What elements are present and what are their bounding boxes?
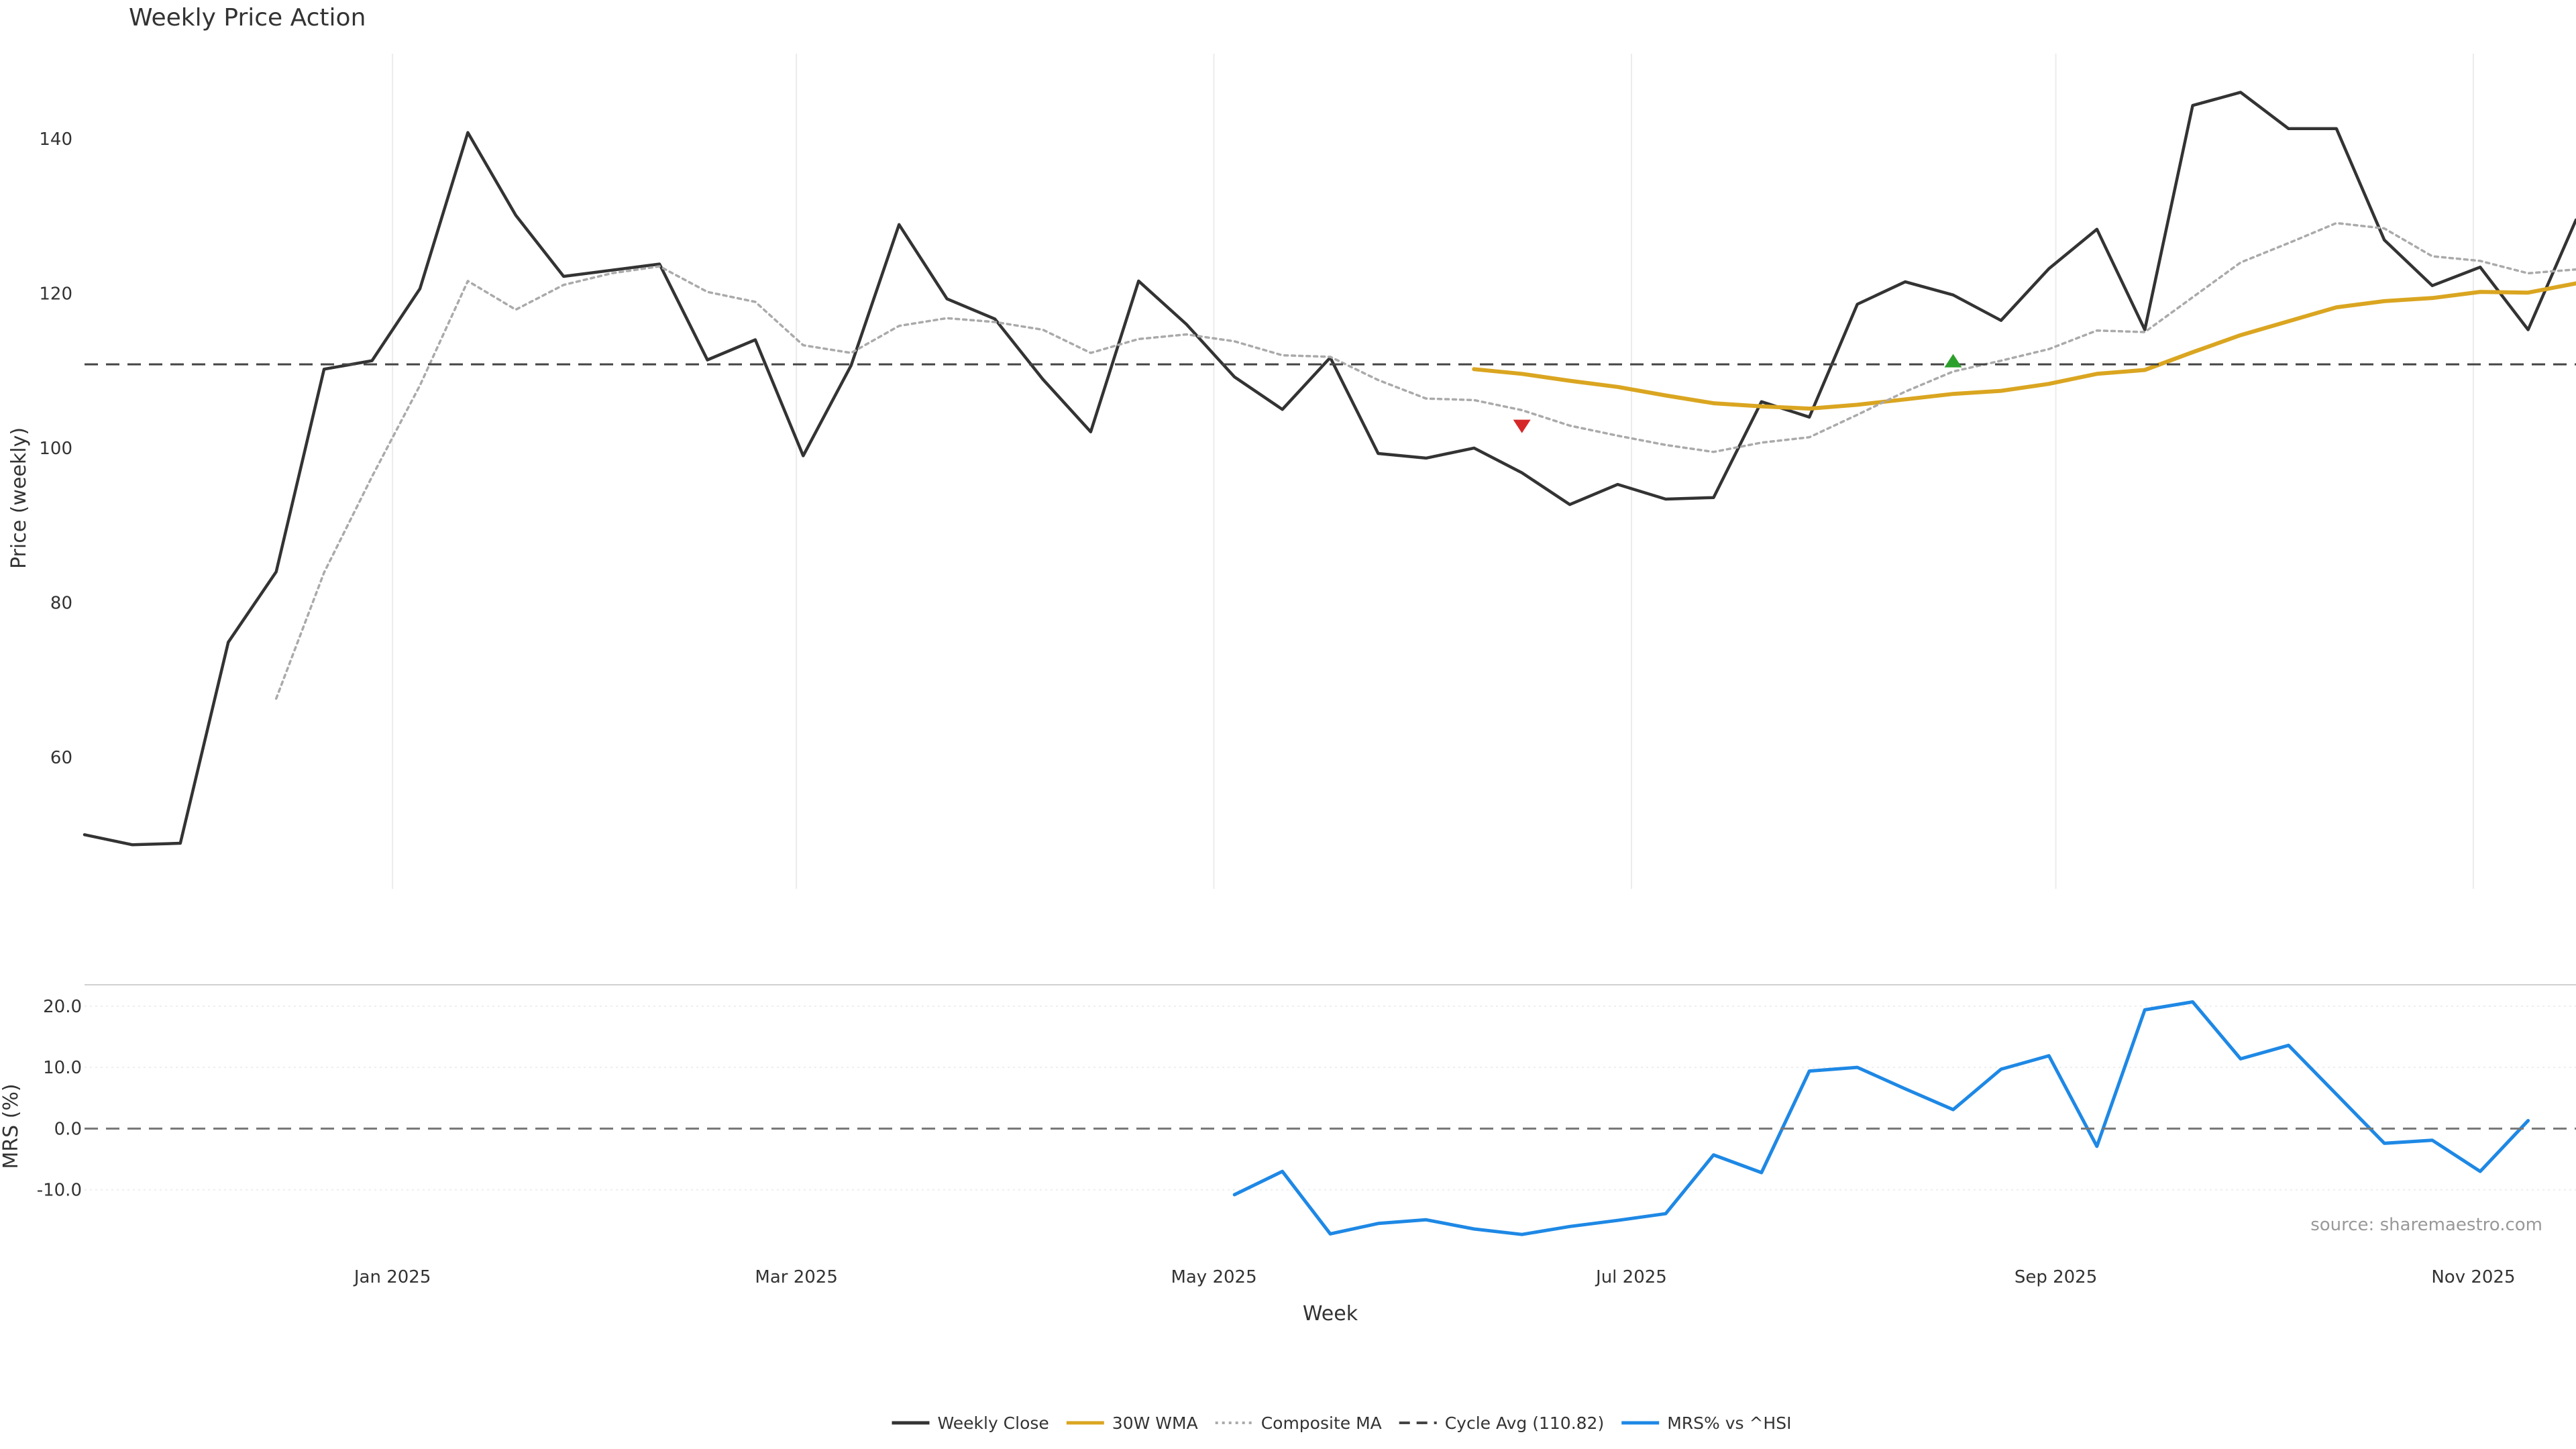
legend-item: MRS% vs ^HSI — [1621, 1413, 1791, 1433]
mrs-y-tick-label: -10.0 — [37, 1181, 82, 1201]
legend-label: 30W WMA — [1112, 1413, 1198, 1433]
price-y-tick-label: 120 — [39, 284, 72, 304]
mrs-y-tick-label: 0.0 — [54, 1119, 82, 1139]
buy-signal-marker — [1944, 354, 1962, 368]
x-tick-label: Mar 2025 — [755, 1267, 838, 1287]
legend-item: Composite MA — [1215, 1413, 1382, 1433]
sell-signal-marker — [1513, 419, 1531, 433]
chart-title: Weekly Price Action — [129, 4, 366, 32]
mrs-y-tick-label: 20.0 — [43, 997, 82, 1017]
x-tick-label: Jan 2025 — [353, 1267, 431, 1287]
x-axis-title: Week — [1303, 1302, 1358, 1326]
legend-item: Weekly Close — [892, 1413, 1049, 1433]
wma-30w-line — [1472, 281, 2576, 411]
source-note: source: sharemaestro.com — [2310, 1215, 2542, 1235]
mrs-panel: -10.0 0.0 10.0 20.0 MRS (%) source: sharemaes… — [0, 984, 2576, 1236]
legend-label: Composite MA — [1261, 1413, 1382, 1433]
x-tick-label: Nov 2025 — [2431, 1267, 2515, 1287]
legend-label: Cycle Avg (110.82) — [1445, 1413, 1605, 1433]
legend-item: Cycle Avg (110.82) — [1399, 1413, 1605, 1433]
mrs-line — [1232, 1000, 2530, 1236]
weekly-close-line — [83, 91, 2576, 847]
mrs-y-axis-title: MRS (%) — [0, 1083, 23, 1169]
price-y-axis-title: Price (weekly) — [7, 427, 31, 569]
price-y-tick-label: 60 — [50, 748, 72, 768]
composite-ma-line — [274, 221, 2576, 700]
price-y-tick-label: 140 — [39, 129, 72, 150]
legend: Weekly Close 30W WMA Composite MA Cycle Avg… — [892, 1413, 1791, 1433]
price-y-tick-label: 100 — [39, 439, 72, 459]
x-axis: Jan 2025 Mar 2025 May 2025 Jul 2025 Sep 2025… — [353, 1267, 2516, 1326]
x-tick-label: Jul 2025 — [1595, 1267, 1667, 1287]
legend-item: 30W WMA — [1066, 1413, 1198, 1433]
mrs-y-tick-label: 10.0 — [43, 1058, 82, 1078]
legend-label: MRS% vs ^HSI — [1667, 1413, 1791, 1433]
price-y-tick-label: 80 — [50, 593, 72, 613]
x-tick-label: May 2025 — [1171, 1267, 1256, 1287]
x-tick-label: Sep 2025 — [2015, 1267, 2097, 1287]
price-panel: 60 80 100 120 140 Price (weekly) — [7, 54, 2576, 889]
legend-label: Weekly Close — [938, 1413, 1049, 1433]
